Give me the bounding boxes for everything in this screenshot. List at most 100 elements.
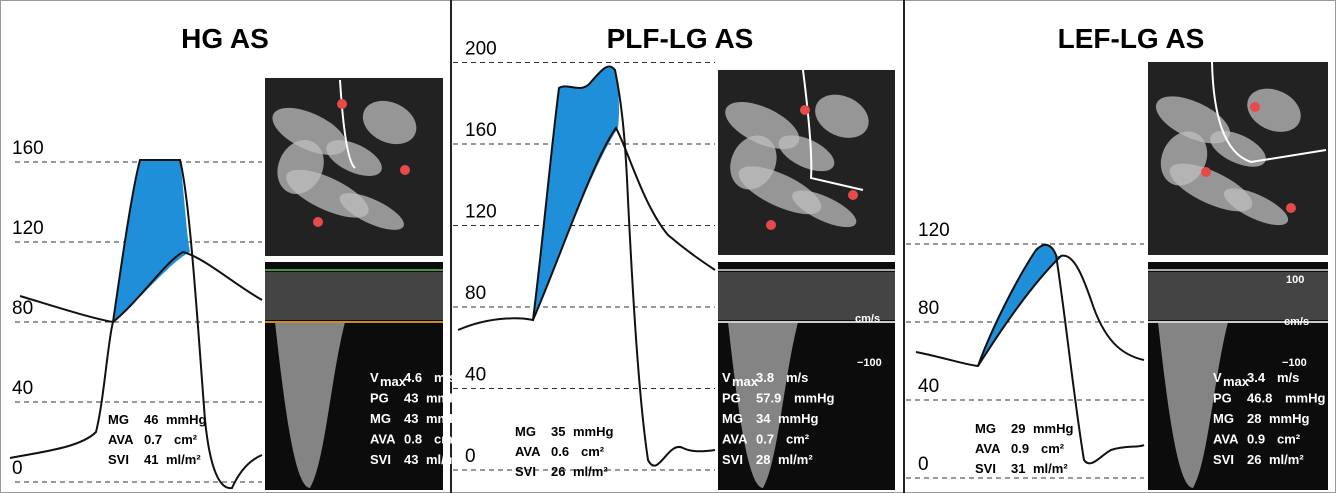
stat-unit: mmHg xyxy=(1033,421,1074,436)
stat-label: PG xyxy=(370,391,389,406)
pressure-gradient xyxy=(978,244,1061,366)
stat-unit: ml/m² xyxy=(573,464,608,479)
tissue xyxy=(272,107,347,155)
stat-value: 0.8 xyxy=(404,432,422,447)
doppler-envelope xyxy=(1158,322,1228,488)
y-tick-label: 40 xyxy=(918,376,939,397)
lv-pressure xyxy=(915,243,1145,465)
panel-title: LEF-LG AS xyxy=(1058,23,1205,54)
tissue xyxy=(730,135,777,190)
marker-dot xyxy=(800,105,810,115)
tissue xyxy=(1223,188,1289,226)
stat-value: 29 xyxy=(1011,421,1025,436)
panel-title: PLF-LG AS xyxy=(607,23,754,54)
stat-value: 28 xyxy=(756,452,770,467)
stat-unit: m/s xyxy=(1277,370,1299,385)
stat-value: 43 xyxy=(404,452,418,467)
stat-value: 0.9 xyxy=(1011,441,1029,456)
stat-label: V xyxy=(370,370,379,385)
stat-label: MG xyxy=(1213,411,1234,426)
stat-unit: mmHg xyxy=(166,412,207,427)
stat-label: PG xyxy=(1213,391,1232,406)
stat-unit: mmHg xyxy=(1269,411,1310,426)
stat-value: 26 xyxy=(551,464,565,479)
tissue xyxy=(362,100,417,145)
stat-value: 0.7 xyxy=(144,432,162,447)
stat-unit: ml/m² xyxy=(1269,452,1304,467)
tissue xyxy=(778,135,835,172)
marker-dot xyxy=(848,190,858,200)
stat-value: 34 xyxy=(756,411,771,426)
marker-dot xyxy=(1201,167,1211,177)
stat-value: 43 xyxy=(404,391,418,406)
y-tick-label: 80 xyxy=(918,298,939,319)
wire xyxy=(802,69,864,191)
marker-dot xyxy=(766,220,776,230)
marker-dot xyxy=(1250,102,1260,112)
velocity-scale: −100 xyxy=(857,357,882,369)
stat-label: AVA xyxy=(370,432,396,447)
tissue xyxy=(815,94,869,138)
tissue xyxy=(1247,88,1301,132)
stat-label: SVI xyxy=(108,452,129,467)
stat-label: AVA xyxy=(1213,432,1239,447)
y-tick-label: 120 xyxy=(465,202,497,223)
aortic-pressure xyxy=(532,126,716,321)
stat-value: 43 xyxy=(404,411,418,426)
stat-subscript: max xyxy=(380,374,407,389)
y-tick-label: 120 xyxy=(918,220,950,241)
doppler-band xyxy=(1148,272,1328,320)
stat-unit: ml/m² xyxy=(166,452,201,467)
panel: PLF-LG AS 200 160 120 80 40 0 MG 35 mmHg AVA 0.6 cm²… xyxy=(453,23,895,490)
y-tick-label: 80 xyxy=(465,283,486,304)
stat-value: 57.9 xyxy=(756,391,781,406)
stat-label: SVI xyxy=(1213,452,1234,467)
stat-label: SVI xyxy=(515,464,536,479)
stat-unit: m/s xyxy=(434,370,456,385)
y-tick-label: 160 xyxy=(465,120,497,141)
stat-value: 0.6 xyxy=(551,444,569,459)
stat-value: 35 xyxy=(551,424,565,439)
y-tick-label: 40 xyxy=(465,365,486,386)
aortic-pressure xyxy=(19,250,263,324)
stat-value: 28 xyxy=(1247,411,1261,426)
panel-title: HG AS xyxy=(181,23,269,54)
tissue xyxy=(277,139,324,195)
marker-dot xyxy=(1286,203,1296,213)
stat-value: 4.6 xyxy=(404,370,422,385)
wire xyxy=(339,79,356,169)
lv-pressure xyxy=(457,65,716,467)
tissue xyxy=(792,190,857,228)
stat-value: 3.8 xyxy=(756,370,774,385)
stat-value: 26 xyxy=(1247,452,1261,467)
stat-unit: mmHg xyxy=(426,391,467,406)
stat-unit: cm² xyxy=(434,432,458,447)
stat-label: MG xyxy=(722,411,743,426)
velocity-scale: cm/s xyxy=(1284,316,1309,328)
stat-unit: mmHg xyxy=(794,391,835,406)
velocity-scale: cm/s xyxy=(855,313,880,325)
stat-label: AVA xyxy=(108,432,134,447)
stat-value: 0.7 xyxy=(756,432,774,447)
stat-unit: mmHg xyxy=(778,411,819,426)
stat-subscript: max xyxy=(1223,374,1250,389)
tissue xyxy=(1160,131,1208,186)
lv-pressure xyxy=(9,159,263,490)
velocity-scale: 100 xyxy=(1286,274,1304,286)
stat-unit: ml/m² xyxy=(778,452,813,467)
doppler-envelope xyxy=(728,322,798,488)
y-tick-label: 160 xyxy=(12,138,44,159)
y-tick-label: 200 xyxy=(465,39,497,60)
y-tick-label: 0 xyxy=(465,446,476,467)
stat-label: AVA xyxy=(515,444,541,459)
y-tick-label: 0 xyxy=(918,454,929,475)
stat-unit: mmHg xyxy=(426,411,467,426)
doppler-band xyxy=(718,272,895,320)
stat-label: AVA xyxy=(975,441,1001,456)
stat-unit: m/s xyxy=(786,370,808,385)
stat-unit: mmHg xyxy=(1285,391,1326,406)
tissue xyxy=(339,193,404,230)
velocity-scale: −100 xyxy=(1282,357,1307,369)
